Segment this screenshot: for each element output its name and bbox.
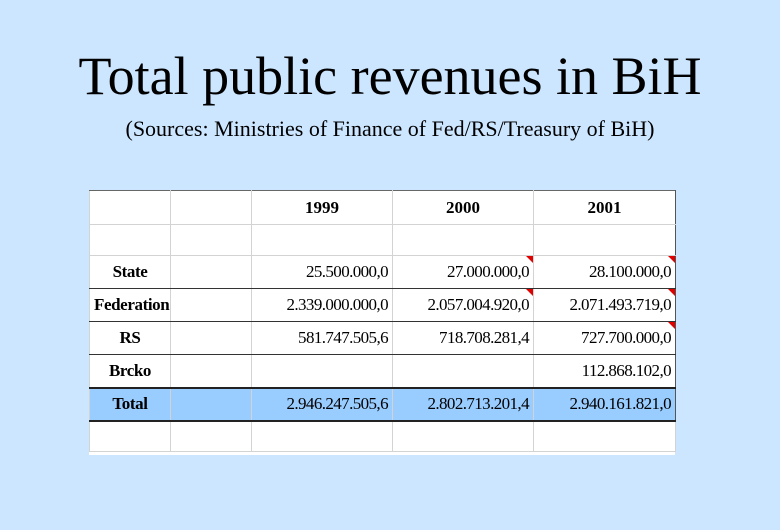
empty-cell[interactable] <box>392 224 534 256</box>
cell-rs-2000[interactable]: 718.708.281,4 <box>392 321 534 355</box>
row-label-rs[interactable]: RS <box>89 321 171 355</box>
empty-cell[interactable] <box>170 420 252 452</box>
cell-value: 27.000.000,0 <box>446 262 530 281</box>
cell-value: 28.100.000,0 <box>588 262 672 281</box>
cell-state-2000[interactable]: 27.000.000,0 <box>392 255 534 289</box>
embedded-spreadsheet[interactable]: 1999 2000 2001 State 25.500.000,0 27.000… <box>89 190 676 455</box>
spacer-row <box>89 420 676 452</box>
comment-marker-icon[interactable] <box>668 289 675 296</box>
revenues-table: 1999 2000 2001 State 25.500.000,0 27.000… <box>89 190 676 452</box>
empty-cell[interactable] <box>170 354 252 388</box>
slide-title: Total public revenues in BiH <box>78 46 702 106</box>
empty-cell[interactable] <box>170 190 252 225</box>
row-label-brcko[interactable]: Brcko <box>89 354 171 388</box>
table-row-state: State 25.500.000,0 27.000.000,0 28.100.0… <box>89 255 676 289</box>
year-header-2000[interactable]: 2000 <box>392 190 534 225</box>
year-header-row: 1999 2000 2001 <box>89 190 676 225</box>
cell-value: 727.700.000,0 <box>581 328 672 347</box>
spacer-row <box>89 224 676 256</box>
table-row-federation: Federation 2.339.000.000,0 2.057.004.920… <box>89 288 676 322</box>
cell-value: 2.071.493.719,0 <box>569 295 671 314</box>
empty-cell[interactable] <box>89 420 171 452</box>
row-label-federation[interactable]: Federation <box>89 288 171 322</box>
empty-cell[interactable] <box>89 224 171 256</box>
slide-subtitle: (Sources: Ministries of Finance of Fed/R… <box>125 116 655 141</box>
cell-brcko-1999[interactable] <box>251 354 393 388</box>
empty-cell[interactable] <box>533 420 676 452</box>
row-label-total[interactable]: Total <box>89 386 171 422</box>
cell-total-2001[interactable]: 2.940.161.821,0 <box>533 386 676 422</box>
empty-cell[interactable] <box>392 420 534 452</box>
empty-cell[interactable] <box>170 321 252 355</box>
cell-state-2001[interactable]: 28.100.000,0 <box>533 255 676 289</box>
cell-total-1999[interactable]: 2.946.247.505,6 <box>251 386 393 422</box>
cell-federation-2000[interactable]: 2.057.004.920,0 <box>392 288 534 322</box>
cell-brcko-2000[interactable] <box>392 354 534 388</box>
comment-marker-icon[interactable] <box>668 256 675 263</box>
empty-cell[interactable] <box>251 420 393 452</box>
comment-marker-icon[interactable] <box>526 256 533 263</box>
cell-value: 2.057.004.920,0 <box>427 295 529 314</box>
empty-cell[interactable] <box>170 255 252 289</box>
comment-marker-icon[interactable] <box>668 322 675 329</box>
comment-marker-icon[interactable] <box>526 289 533 296</box>
cell-total-2000[interactable]: 2.802.713.201,4 <box>392 386 534 422</box>
cell-rs-2001[interactable]: 727.700.000,0 <box>533 321 676 355</box>
cell-state-1999[interactable]: 25.500.000,0 <box>251 255 393 289</box>
empty-cell[interactable] <box>251 224 393 256</box>
empty-cell[interactable] <box>89 190 171 225</box>
cell-federation-1999[interactable]: 2.339.000.000,0 <box>251 288 393 322</box>
row-label-state[interactable]: State <box>89 255 171 289</box>
cell-federation-2001[interactable]: 2.071.493.719,0 <box>533 288 676 322</box>
empty-cell[interactable] <box>170 224 252 256</box>
year-header-1999[interactable]: 1999 <box>251 190 393 225</box>
table-row-total: Total 2.946.247.505,6 2.802.713.201,4 2.… <box>89 386 676 422</box>
cell-rs-1999[interactable]: 581.747.505,6 <box>251 321 393 355</box>
empty-cell[interactable] <box>533 224 676 256</box>
table-row-brcko: Brcko 112.868.102,0 <box>89 354 676 388</box>
empty-cell[interactable] <box>170 386 252 422</box>
year-header-2001[interactable]: 2001 <box>533 190 676 225</box>
empty-cell[interactable] <box>170 288 252 322</box>
cell-brcko-2001[interactable]: 112.868.102,0 <box>533 354 676 388</box>
table-row-rs: RS 581.747.505,6 718.708.281,4 727.700.0… <box>89 321 676 355</box>
